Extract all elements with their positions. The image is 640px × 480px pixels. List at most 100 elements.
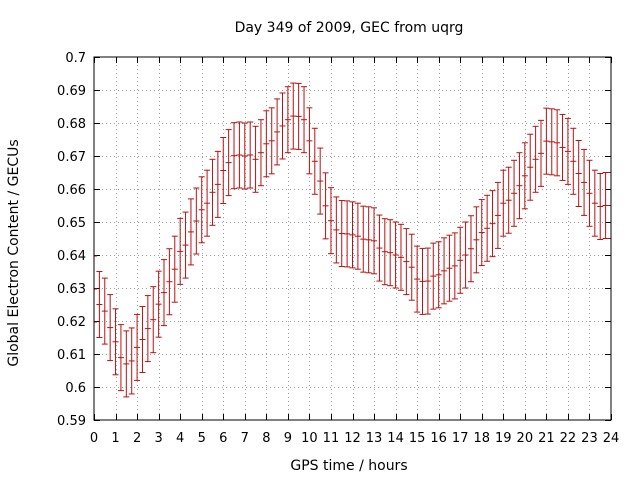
- x-tick-label: 1: [111, 431, 119, 446]
- error-bar: [500, 169, 507, 237]
- error-bar: [123, 330, 130, 398]
- error-bar: [274, 98, 281, 166]
- error-bar: [344, 200, 351, 268]
- error-bar: [360, 205, 367, 273]
- x-tick-label: 8: [262, 431, 270, 446]
- y-tick-label: 0.66: [57, 183, 86, 198]
- y-tick-label: 0.68: [57, 117, 86, 132]
- error-bar: [354, 202, 361, 270]
- chart-title: Day 349 of 2009, GEC from uqrg: [235, 20, 464, 36]
- error-bar: [489, 190, 496, 258]
- error-bar: [376, 214, 383, 282]
- error-bar: [527, 133, 534, 201]
- error-bar: [117, 324, 124, 392]
- error-bar: [581, 148, 588, 216]
- error-bar: [430, 242, 437, 310]
- x-tick-label: 19: [495, 431, 512, 446]
- y-tick-label: 0.64: [57, 249, 86, 264]
- error-bar: [268, 107, 275, 175]
- error-bar: [317, 147, 324, 215]
- error-bar: [521, 142, 528, 210]
- y-tick-label: 0.67: [57, 150, 86, 165]
- error-bar: [371, 207, 378, 275]
- error-bar: [403, 228, 410, 296]
- error-bar: [338, 200, 345, 268]
- error-bar: [397, 223, 404, 291]
- error-bar: [247, 121, 254, 189]
- error-bar: [494, 181, 501, 249]
- error-bar: [225, 129, 232, 197]
- x-tick-label: 11: [323, 431, 340, 446]
- error-bar: [349, 201, 356, 269]
- error-bar: [171, 235, 178, 303]
- x-tick-label: 9: [284, 431, 292, 446]
- x-axis-label: GPS time / hours: [290, 458, 407, 474]
- error-bar: [457, 226, 464, 294]
- x-tick-label: 13: [366, 431, 383, 446]
- error-bar: [387, 219, 394, 287]
- x-tick-label: 5: [198, 431, 206, 446]
- error-bar: [327, 187, 334, 255]
- error-bar: [193, 187, 200, 255]
- y-tick-label: 0.7: [65, 51, 86, 66]
- error-bar: [144, 295, 151, 363]
- error-bar: [128, 327, 135, 395]
- error-bar: [284, 86, 291, 154]
- x-tick-label: 20: [517, 431, 534, 446]
- x-tick-label: 22: [560, 431, 577, 446]
- error-bar: [295, 82, 302, 150]
- error-bar: [424, 247, 431, 315]
- error-bar: [306, 107, 313, 175]
- error-bar: [177, 217, 184, 285]
- error-bar: [414, 245, 421, 313]
- plot-frame: [93, 56, 612, 421]
- error-bar: [263, 110, 270, 178]
- error-bar: [139, 305, 146, 373]
- error-bar: [107, 294, 114, 362]
- error-bar: [478, 199, 485, 267]
- error-bar: [446, 234, 453, 302]
- error-bar: [231, 122, 238, 190]
- y-tick-label: 0.65: [57, 216, 86, 231]
- x-tick-label: 17: [452, 431, 469, 446]
- error-bar: [462, 221, 469, 289]
- error-bar: [505, 166, 512, 234]
- x-tick-labels: 0 1 2 3 4 5 6 7 8 9 10 11 12 13 14 15 16 17 18 19 20 21 22 23 24: [90, 431, 619, 446]
- error-bar: [322, 172, 329, 240]
- error-bar: [543, 107, 550, 175]
- error-bar: [214, 150, 221, 218]
- x-tick-label: 6: [219, 431, 227, 446]
- x-tick-label: 4: [176, 431, 184, 446]
- x-tick-label: 21: [538, 431, 555, 446]
- x-tick-label: 10: [301, 431, 318, 446]
- error-bar: [467, 215, 474, 283]
- x-tick-label: 12: [344, 431, 361, 446]
- error-bar: [441, 237, 448, 305]
- x-tick-label: 0: [90, 431, 98, 446]
- error-bar: [591, 169, 598, 237]
- error-bar: [134, 313, 141, 381]
- error-bar: [559, 113, 566, 181]
- error-bar: [236, 121, 243, 189]
- x-tick-label: 24: [603, 431, 620, 446]
- error-bar: [365, 206, 372, 274]
- error-bar: [96, 271, 103, 338]
- error-bar: [548, 108, 555, 176]
- x-tick-label: 14: [387, 431, 404, 446]
- error-bar: [241, 122, 248, 190]
- error-bar: [198, 176, 205, 244]
- error-bar: [290, 82, 297, 150]
- error-bar: [220, 137, 227, 205]
- error-bar: [279, 92, 286, 160]
- error-bar: [166, 248, 173, 316]
- x-tick-label: 3: [154, 431, 162, 446]
- error-bar: [586, 159, 593, 227]
- error-bar: [301, 86, 308, 154]
- error-bar: [419, 247, 426, 315]
- error-bar: [150, 286, 157, 354]
- error-bar: [209, 158, 216, 226]
- x-tick-label: 15: [409, 431, 426, 446]
- error-bar: [435, 241, 442, 309]
